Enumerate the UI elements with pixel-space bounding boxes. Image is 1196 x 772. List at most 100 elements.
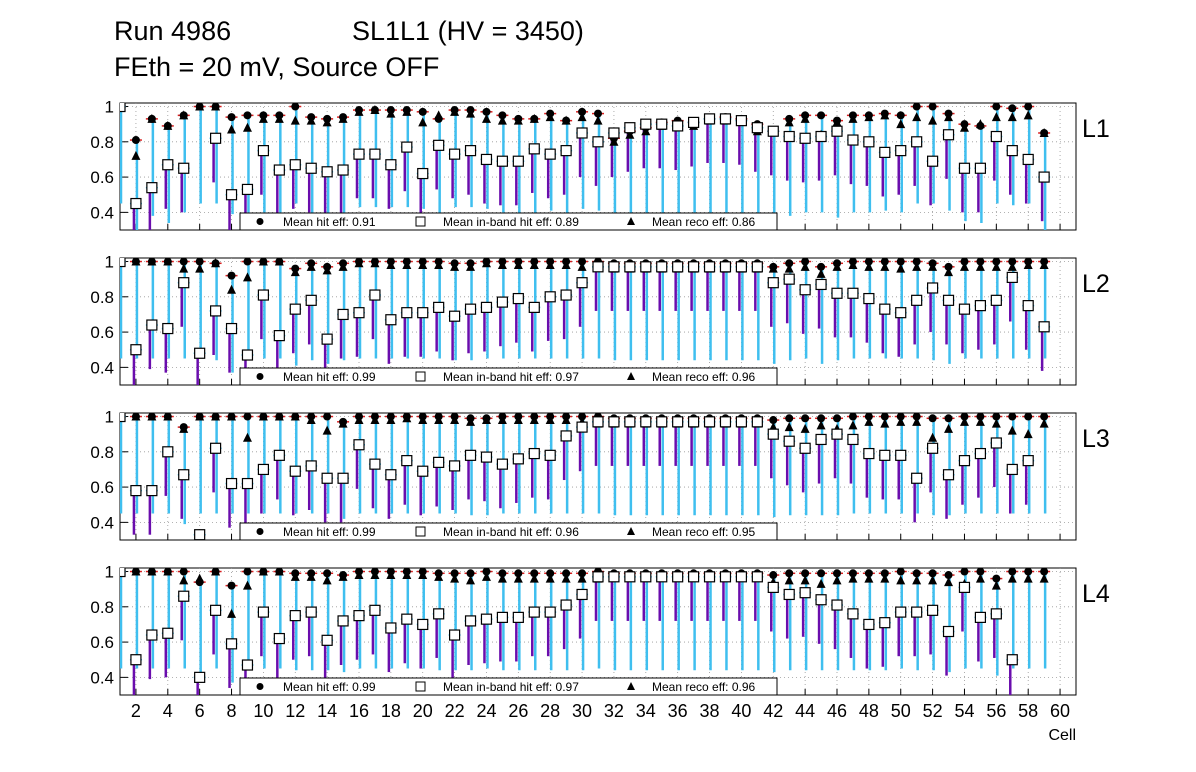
reco-marker xyxy=(800,261,810,271)
reco-marker xyxy=(864,261,874,271)
inband-marker xyxy=(178,469,190,481)
hit-marker xyxy=(833,116,841,125)
hit-marker xyxy=(307,113,316,122)
hit-marker xyxy=(848,413,857,421)
inband-marker xyxy=(863,292,875,305)
inband-marker xyxy=(464,303,477,315)
hit-marker xyxy=(498,258,507,266)
inband-marker xyxy=(863,136,875,148)
y-tick-label: 1 xyxy=(105,408,114,427)
hit-marker xyxy=(386,258,395,266)
hit-marker xyxy=(243,111,252,120)
chamber-title: SL1L1 (HV = 3450) xyxy=(352,16,584,46)
hit-marker xyxy=(450,413,459,421)
reco-marker xyxy=(242,432,252,442)
hit-marker xyxy=(769,416,778,425)
hit-marker xyxy=(928,259,937,268)
hit-marker xyxy=(195,103,204,111)
reco-marker xyxy=(1007,261,1017,271)
reco-marker xyxy=(800,423,810,433)
hit-marker xyxy=(498,569,507,578)
inband-marker xyxy=(576,277,588,289)
hit-marker xyxy=(833,569,841,578)
hit-marker xyxy=(259,413,268,421)
inband-marker xyxy=(1006,654,1018,666)
reco-marker xyxy=(1023,429,1033,439)
inband-marker xyxy=(831,125,843,137)
inband-marker xyxy=(401,307,413,319)
inband-marker xyxy=(162,322,174,335)
reco-marker xyxy=(577,261,587,271)
inband-marker xyxy=(194,347,206,359)
inband-marker xyxy=(353,610,365,622)
hit-marker xyxy=(259,111,268,120)
inband-marker xyxy=(847,134,859,146)
reco-marker xyxy=(991,580,1001,590)
legend-reco-symbol xyxy=(627,217,635,225)
hit-marker xyxy=(530,413,539,421)
hit-marker xyxy=(848,569,857,578)
hit-marker xyxy=(482,568,491,576)
reco-marker xyxy=(864,573,874,583)
hit-marker xyxy=(275,111,284,120)
inband-marker xyxy=(608,127,620,139)
legend-box xyxy=(239,367,778,386)
y-tick-label: 0.4 xyxy=(90,668,114,687)
reco-marker xyxy=(928,575,938,585)
reco-marker xyxy=(896,119,906,129)
hit-marker xyxy=(498,111,507,120)
inband-marker xyxy=(847,433,859,446)
hit-marker xyxy=(801,414,810,423)
hit-marker xyxy=(131,413,140,421)
hit-marker xyxy=(147,413,156,421)
legend-inband-symbol xyxy=(415,681,426,692)
inband-marker xyxy=(831,599,843,611)
hit-marker xyxy=(896,258,905,266)
inband-marker xyxy=(624,261,636,273)
inband-marker xyxy=(1006,271,1018,284)
inband-marker xyxy=(178,590,190,602)
inband-marker xyxy=(624,122,636,134)
inband-marker xyxy=(942,469,955,481)
layer-label: L1 xyxy=(1082,115,1110,143)
hit-marker xyxy=(227,581,236,590)
inband-marker xyxy=(592,416,604,428)
inband-marker xyxy=(942,294,955,306)
inband-marker xyxy=(560,145,572,157)
reco-marker xyxy=(975,573,985,583)
inband-marker xyxy=(512,611,524,623)
hit-marker xyxy=(578,413,587,421)
hit-marker xyxy=(546,258,555,266)
inband-marker xyxy=(401,455,413,467)
y-tick-label: 1 xyxy=(105,253,114,272)
reco-marker xyxy=(481,571,491,581)
hit-marker xyxy=(944,571,953,580)
inband-marker xyxy=(241,349,254,361)
inband-marker xyxy=(273,330,285,342)
inband-marker xyxy=(120,258,126,268)
hit-marker xyxy=(355,413,363,421)
inband-marker xyxy=(767,277,779,289)
x-tick-label: 58 xyxy=(1018,701,1038,721)
inband-marker xyxy=(496,458,508,470)
hit-marker xyxy=(960,258,969,266)
hit-marker xyxy=(864,413,873,421)
reco-marker xyxy=(991,261,1001,271)
x-tick-label: 6 xyxy=(195,701,205,721)
hit-marker xyxy=(864,111,873,120)
inband-marker xyxy=(672,120,684,132)
hit-marker xyxy=(386,568,395,576)
hit-marker xyxy=(355,258,363,266)
inband-marker xyxy=(926,442,939,454)
inband-marker xyxy=(895,145,907,157)
reco-marker xyxy=(1007,112,1017,122)
inband-marker xyxy=(433,456,445,468)
inband-marker xyxy=(640,118,652,130)
hit-marker xyxy=(992,413,1001,421)
inband-marker xyxy=(130,485,142,497)
inband-marker xyxy=(449,310,461,322)
hit-marker xyxy=(912,413,921,421)
hit-marker xyxy=(275,413,284,421)
inband-marker xyxy=(624,416,636,428)
hit-marker xyxy=(291,264,300,273)
